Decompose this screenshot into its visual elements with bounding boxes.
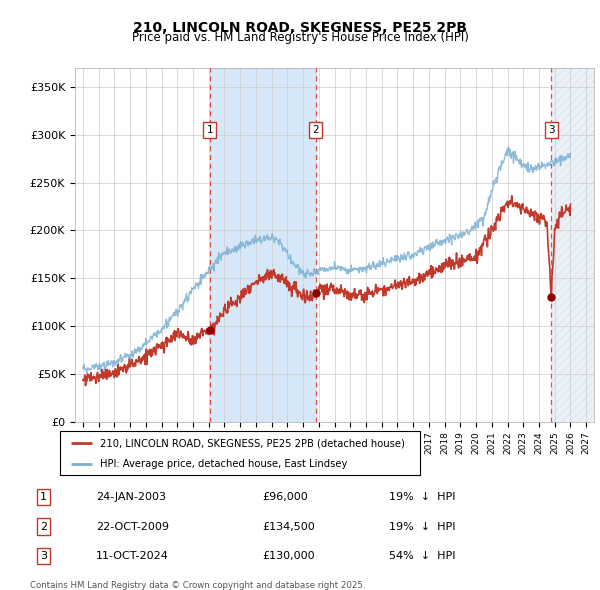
FancyBboxPatch shape xyxy=(60,431,420,475)
Text: 2: 2 xyxy=(40,522,47,532)
Text: 210, LINCOLN ROAD, SKEGNESS, PE25 2PB: 210, LINCOLN ROAD, SKEGNESS, PE25 2PB xyxy=(133,21,467,35)
Text: 54%  ↓  HPI: 54% ↓ HPI xyxy=(389,551,455,560)
Text: 3: 3 xyxy=(40,551,47,560)
Text: Contains HM Land Registry data © Crown copyright and database right 2025.
This d: Contains HM Land Registry data © Crown c… xyxy=(30,581,365,590)
Bar xyxy=(551,68,594,422)
Text: 2: 2 xyxy=(313,125,319,135)
Text: £134,500: £134,500 xyxy=(262,522,314,532)
Text: 210, LINCOLN ROAD, SKEGNESS, PE25 2PB (detached house): 210, LINCOLN ROAD, SKEGNESS, PE25 2PB (d… xyxy=(100,438,404,448)
Text: 3: 3 xyxy=(548,125,554,135)
Text: 24-JAN-2003: 24-JAN-2003 xyxy=(96,493,166,502)
Bar xyxy=(210,68,316,422)
Text: £96,000: £96,000 xyxy=(262,493,308,502)
Text: 19%  ↓  HPI: 19% ↓ HPI xyxy=(389,493,455,502)
Text: 1: 1 xyxy=(40,493,47,502)
Text: 19%  ↓  HPI: 19% ↓ HPI xyxy=(389,522,455,532)
Text: 1: 1 xyxy=(206,125,213,135)
Text: 11-OCT-2024: 11-OCT-2024 xyxy=(96,551,169,560)
Text: £130,000: £130,000 xyxy=(262,551,314,560)
Text: HPI: Average price, detached house, East Lindsey: HPI: Average price, detached house, East… xyxy=(100,459,347,469)
Bar xyxy=(551,68,594,422)
Text: 22-OCT-2009: 22-OCT-2009 xyxy=(96,522,169,532)
Text: Price paid vs. HM Land Registry's House Price Index (HPI): Price paid vs. HM Land Registry's House … xyxy=(131,31,469,44)
